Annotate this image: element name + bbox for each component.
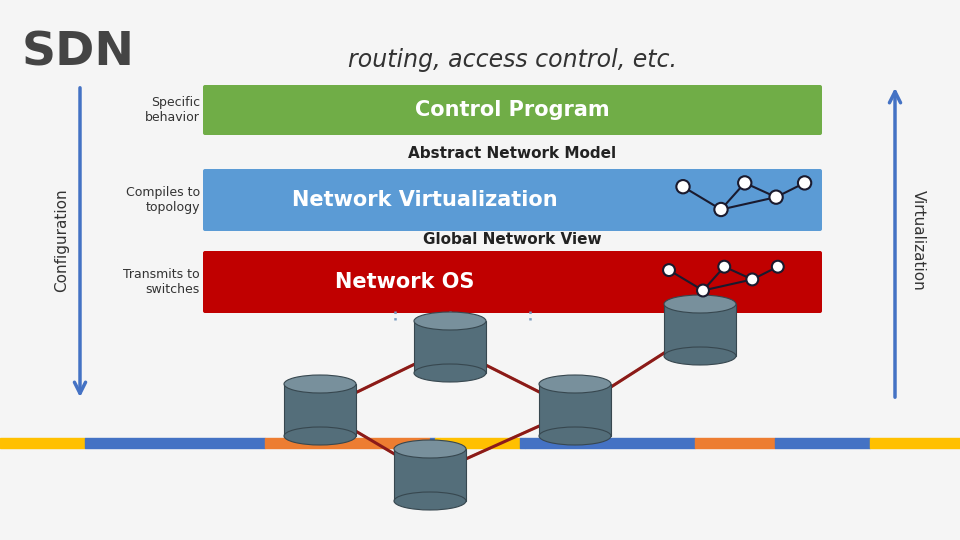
Bar <box>0 438 85 448</box>
Bar <box>539 384 611 436</box>
Circle shape <box>718 261 731 273</box>
Ellipse shape <box>284 375 356 393</box>
Text: Network OS: Network OS <box>335 272 474 292</box>
Bar <box>394 449 466 501</box>
Text: Transmits to
switches: Transmits to switches <box>124 268 200 296</box>
Bar <box>284 384 356 436</box>
Text: Configuration: Configuration <box>55 188 69 292</box>
Circle shape <box>714 203 728 216</box>
Text: Compiles to
topology: Compiles to topology <box>126 186 200 214</box>
Bar <box>775 438 870 448</box>
Circle shape <box>697 285 708 296</box>
Ellipse shape <box>664 295 736 313</box>
FancyBboxPatch shape <box>203 85 822 135</box>
Bar <box>265 438 430 448</box>
Bar <box>85 438 265 448</box>
Bar <box>440 438 520 448</box>
FancyBboxPatch shape <box>203 251 822 313</box>
Ellipse shape <box>394 492 466 510</box>
Ellipse shape <box>539 375 611 393</box>
Ellipse shape <box>664 347 736 365</box>
Ellipse shape <box>284 427 356 445</box>
Ellipse shape <box>539 427 611 445</box>
Text: routing, access control, etc.: routing, access control, etc. <box>348 48 677 72</box>
Bar <box>520 438 525 448</box>
Text: Abstract Network Model: Abstract Network Model <box>408 145 616 160</box>
Circle shape <box>738 176 752 190</box>
Bar <box>430 438 435 448</box>
Text: Control Program: Control Program <box>415 100 610 120</box>
Ellipse shape <box>394 440 466 458</box>
Circle shape <box>798 176 811 190</box>
Bar <box>664 304 736 356</box>
Ellipse shape <box>414 364 486 382</box>
Ellipse shape <box>414 312 486 330</box>
Text: SDN: SDN <box>22 30 135 75</box>
Bar <box>414 321 486 373</box>
Text: Specific
behavior: Specific behavior <box>145 96 200 124</box>
Circle shape <box>772 261 783 273</box>
Bar <box>870 438 960 448</box>
Circle shape <box>746 273 758 286</box>
Text: Global Network View: Global Network View <box>423 232 602 246</box>
Text: Network Virtualization: Network Virtualization <box>292 190 558 210</box>
Bar <box>525 438 695 448</box>
Circle shape <box>770 191 782 204</box>
Bar <box>695 438 775 448</box>
Text: Virtualization: Virtualization <box>910 190 925 291</box>
Circle shape <box>663 264 675 276</box>
FancyBboxPatch shape <box>203 169 822 231</box>
Bar <box>435 438 440 448</box>
Circle shape <box>677 180 689 193</box>
